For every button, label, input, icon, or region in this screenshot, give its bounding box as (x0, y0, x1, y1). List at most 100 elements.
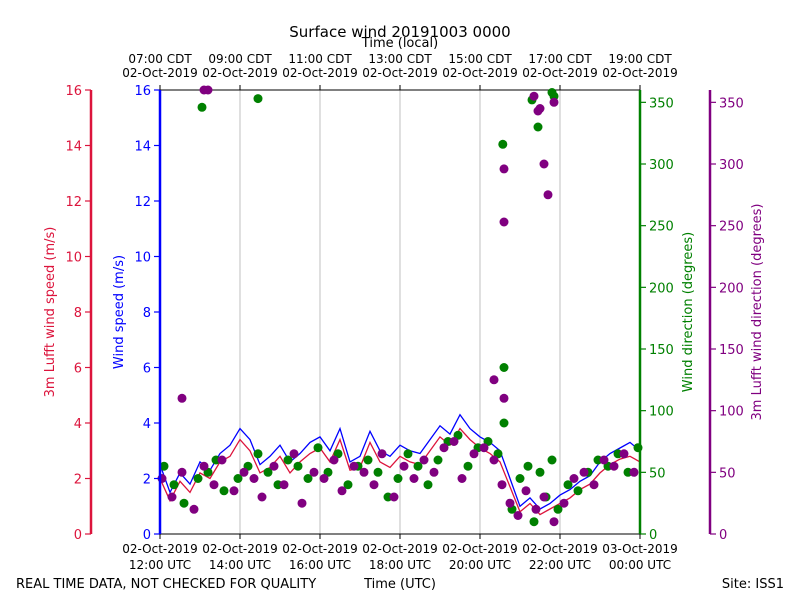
data-point-lufft_direction (209, 480, 219, 490)
x-tick-label-bottom-date: 02-Oct-2019 (122, 542, 198, 556)
data-point-lufft_direction (369, 480, 379, 490)
data-point-lufft_direction (497, 480, 507, 490)
data-point-lufft_direction (359, 467, 369, 477)
y-tick-label-lufft_direction: 50 (719, 466, 736, 481)
data-point-lufft_direction (609, 461, 619, 471)
y-tick-label-lufft_direction: 250 (719, 220, 744, 235)
data-point-direction (393, 474, 403, 483)
series-line-speed (159, 413, 641, 510)
data-point-lufft_direction (429, 467, 439, 477)
data-point-lufft_direction (529, 91, 539, 101)
data-point-lufft_direction (329, 455, 339, 465)
data-point-lufft_direction (203, 85, 213, 95)
data-point-lufft_direction (409, 474, 419, 483)
data-point-lufft_direction (337, 486, 347, 496)
data-point-lufft_direction (177, 467, 187, 477)
x-tick-label-bottom-time: 12:00 UTC (129, 558, 191, 572)
data-point-direction (535, 467, 545, 477)
data-point-direction (553, 504, 563, 514)
data-point-lufft_direction (249, 474, 259, 483)
y-tick-label-lufft_direction: 150 (719, 343, 744, 358)
y-tick-label-lufft_speed: 10 (65, 251, 82, 266)
data-point-direction (193, 474, 203, 483)
data-point-direction (533, 122, 543, 132)
x-tick-label-bottom-date: 02-Oct-2019 (362, 542, 438, 556)
data-point-direction (159, 461, 169, 471)
x-tick-label-top-time: 19:00 CDT (608, 52, 672, 66)
data-point-direction (219, 486, 229, 496)
y-tick-label-direction: 0 (649, 528, 657, 543)
data-point-direction (523, 461, 533, 471)
y-tick-label-direction: 200 (649, 281, 674, 296)
data-point-lufft_direction (535, 104, 545, 113)
data-point-lufft_direction (531, 504, 541, 514)
data-point-direction (515, 474, 525, 483)
data-point-direction (233, 474, 243, 483)
x-tick-label-bottom-date: 03-Oct-2019 (602, 542, 678, 556)
data-point-direction (373, 467, 383, 477)
data-point-direction (499, 418, 509, 428)
data-point-direction (563, 480, 573, 490)
data-point-lufft_direction (499, 164, 509, 174)
chart-title: Surface wind 20191003 0000 (289, 23, 510, 41)
x-tick-label-top-date: 02-Oct-2019 (522, 66, 598, 80)
data-point-lufft_direction (629, 467, 639, 477)
data-point-lufft_direction (549, 517, 559, 527)
data-point-direction (179, 498, 189, 508)
data-point-lufft_direction (189, 504, 199, 514)
data-point-lufft_direction (489, 455, 499, 465)
x-axis-label-top: Time (local) (361, 36, 438, 51)
data-point-lufft_direction (349, 461, 359, 471)
data-point-lufft_direction (217, 455, 227, 465)
y-tick-label-speed: 12 (134, 195, 151, 210)
y-tick-label-direction: 350 (649, 96, 674, 111)
y-tick-label-speed: 8 (143, 306, 151, 321)
data-point-direction (169, 480, 179, 490)
site-label: Site: ISS1 (722, 577, 784, 592)
data-point-lufft_direction (439, 443, 449, 453)
y-tick-label-speed: 4 (143, 417, 151, 432)
data-point-lufft_direction (239, 467, 249, 477)
y-tick-label-direction: 300 (649, 158, 674, 173)
y-tick-label-direction: 50 (649, 466, 666, 481)
y-tick-label-speed: 6 (143, 362, 151, 377)
y-tick-label-lufft_speed: 12 (65, 195, 82, 210)
y-tick-label-speed: 10 (134, 251, 151, 266)
y-tick-label-lufft_speed: 2 (74, 473, 82, 488)
y-axis-label-lufft_direction: 3m Lufft wind direction (degrees) (750, 204, 765, 421)
y-axis-label-lufft_speed: 3m Lufft wind speed (m/s) (43, 227, 58, 398)
x-tick-label-top-time: 17:00 CDT (528, 52, 592, 66)
data-point-lufft_direction (499, 217, 509, 227)
data-point-lufft_direction (559, 498, 569, 508)
y-tick-label-direction: 100 (649, 405, 674, 420)
y-tick-label-lufft_direction: 100 (719, 405, 744, 420)
data-point-lufft_direction (377, 449, 387, 459)
x-tick-label-top-time: 13:00 CDT (368, 52, 432, 66)
data-point-direction (263, 467, 273, 477)
data-point-lufft_direction (269, 461, 279, 471)
x-tick-label-bottom-date: 02-Oct-2019 (442, 542, 518, 556)
data-point-direction (403, 449, 413, 459)
data-point-direction (283, 455, 293, 465)
data-point-direction (303, 474, 313, 483)
data-point-lufft_direction (289, 449, 299, 459)
data-point-lufft_direction (579, 467, 589, 477)
data-point-lufft_direction (167, 492, 177, 502)
x-ticks: 02-Oct-2019 12:00 UTC 02-Oct-2019 14:00 UTC… (122, 52, 678, 572)
x-tick-label-top-date: 02-Oct-2019 (362, 66, 438, 80)
y-tick-label-speed: 14 (134, 140, 151, 155)
data-point-lufft_direction (279, 480, 289, 490)
data-point-lufft_direction (569, 474, 579, 483)
y-tick-label-lufft_speed: 4 (74, 417, 82, 432)
x-tick-label-bottom-time: 20:00 UTC (449, 558, 511, 572)
data-point-lufft_direction (505, 498, 515, 508)
data-point-direction (197, 102, 207, 112)
x-tick-label-bottom-time: 22:00 UTC (529, 558, 591, 572)
data-point-direction (499, 363, 509, 372)
data-point-direction (343, 480, 353, 490)
x-tick-label-top-time: 11:00 CDT (288, 52, 352, 66)
x-tick-label-bottom-date: 02-Oct-2019 (202, 542, 278, 556)
data-point-lufft_direction (539, 492, 549, 502)
data-point-lufft_direction (419, 455, 429, 465)
x-tick-label-bottom-time: 18:00 UTC (369, 558, 431, 572)
